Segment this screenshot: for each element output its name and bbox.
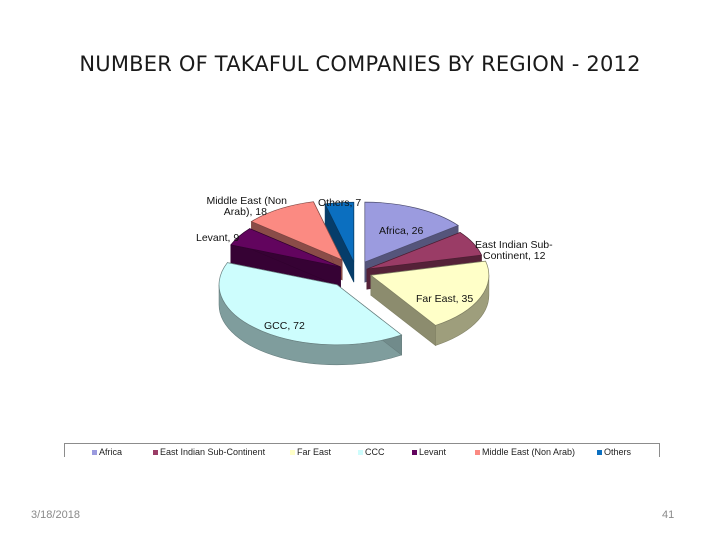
data-label-levant: Levant, 9 [196, 232, 239, 244]
slide-page-number: 41 [662, 509, 674, 521]
legend-item-others: Others [597, 447, 631, 457]
legend-label: CCC [365, 447, 385, 457]
legend-label: Africa [99, 447, 122, 457]
legend-swatch [153, 450, 158, 455]
legend-label: East Indian Sub-Continent [160, 447, 265, 457]
data-label-far-east: Far East, 35 [416, 293, 473, 305]
legend-item-levant: Levant [412, 447, 446, 457]
legend-swatch [412, 450, 417, 455]
legend-swatch [358, 450, 363, 455]
legend-item-gcc: CCC [358, 447, 385, 457]
legend-swatch [475, 450, 480, 455]
legend-item-middle-east-non-arab: Middle East (Non Arab) [475, 447, 575, 457]
legend-item-east-indian-sub-continent: East Indian Sub-Continent [153, 447, 265, 457]
data-label-east-indian-sub-continent: East Indian Sub-Continent, 12 [475, 239, 553, 262]
legend-swatch [597, 450, 602, 455]
legend-label: Middle East (Non Arab) [482, 447, 575, 457]
legend-swatch [92, 450, 97, 455]
legend-item-africa: Africa [92, 447, 122, 457]
data-label-africa: Africa, 26 [379, 225, 424, 237]
data-label-others: Others, 7 [318, 197, 361, 209]
legend-label: Far East [297, 447, 331, 457]
data-label-gcc: GCC, 72 [264, 320, 305, 332]
legend-label: Others [604, 447, 631, 457]
legend-swatch [290, 450, 295, 455]
legend-item-far-east: Far East [290, 447, 331, 457]
legend-label: Levant [419, 447, 446, 457]
slide-date: 3/18/2018 [31, 509, 80, 521]
chart-legend: Africa East Indian Sub-Continent Far East C… [64, 443, 660, 457]
